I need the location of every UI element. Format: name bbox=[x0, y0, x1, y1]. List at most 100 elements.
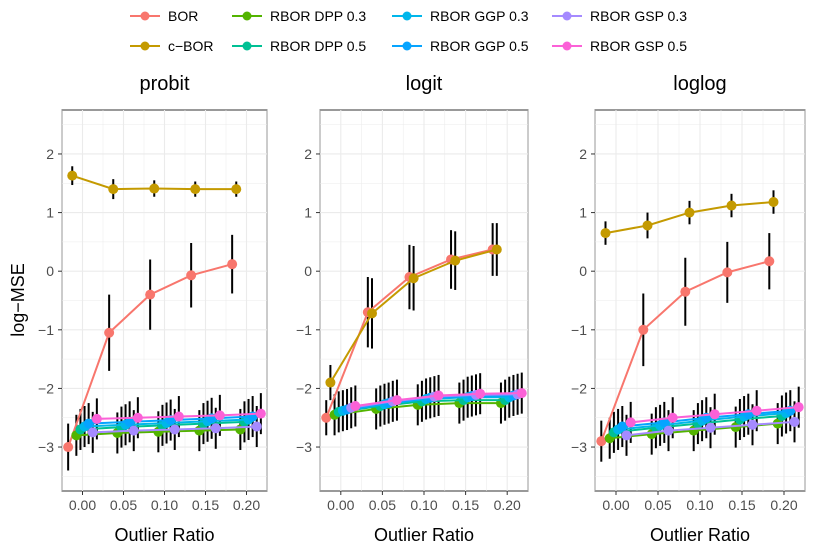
legend-item-rbor-dpp-0-5: RBOR DPP 0.5 bbox=[232, 38, 366, 54]
data-point bbox=[186, 270, 197, 281]
data-point bbox=[751, 405, 762, 416]
data-layer bbox=[596, 190, 804, 462]
y-tick-label: −3 bbox=[571, 439, 587, 455]
data-point bbox=[726, 200, 737, 211]
y-tick-label: 2 bbox=[304, 146, 312, 162]
x-tick-label: 0.20 bbox=[233, 497, 260, 513]
series-c-bor bbox=[325, 244, 502, 388]
x-tick-label: 0.00 bbox=[602, 497, 629, 513]
data-point bbox=[251, 421, 262, 432]
x-tick-label: 0.05 bbox=[110, 497, 137, 513]
y-tick-label: −1 bbox=[571, 322, 587, 338]
series-rbor-gsp-0-5 bbox=[350, 388, 527, 412]
legend-label: c−BOR bbox=[168, 38, 214, 54]
data-point bbox=[722, 267, 733, 278]
legend-key-point bbox=[140, 11, 150, 21]
data-point bbox=[367, 308, 377, 319]
legend-item-c-bor: c−BOR bbox=[130, 38, 214, 54]
legend-item-rbor-ggp-0-5: RBOR GGP 0.5 bbox=[392, 38, 529, 54]
legend-label: RBOR DPP 0.5 bbox=[270, 38, 366, 54]
data-point bbox=[132, 412, 143, 423]
data-point bbox=[705, 422, 716, 433]
data-point bbox=[104, 327, 115, 338]
data-point bbox=[642, 220, 653, 231]
data-point bbox=[63, 442, 74, 453]
data-point bbox=[621, 430, 632, 441]
series-rbor-gsp-0-3 bbox=[87, 421, 262, 438]
data-point bbox=[789, 416, 800, 427]
series-bor bbox=[596, 256, 775, 447]
data-point bbox=[793, 402, 804, 413]
data-point bbox=[625, 417, 636, 428]
data-point bbox=[91, 413, 102, 424]
data-point bbox=[149, 183, 160, 194]
panel-probit: probit −3 −2 −1 0 1 2 0.00 0.05 0.10 0.15 0.20 Outli… bbox=[38, 73, 268, 545]
panel-loglog: loglog −3 −2 −1 0 1 2 0.00 0.05 0.10 0.15 0.20 Outli… bbox=[571, 73, 806, 545]
data-point bbox=[433, 390, 444, 401]
legend-key-point bbox=[562, 11, 572, 21]
x-axis-title: Outlier Ratio bbox=[114, 525, 214, 545]
panel-title: logit bbox=[406, 73, 443, 95]
data-point bbox=[667, 412, 678, 423]
legend-item-rbor-gsp-0-3: RBOR GSP 0.3 bbox=[552, 8, 687, 24]
data-point bbox=[768, 197, 779, 208]
panel-logit: logit −3 −2 −1 0 1 2 0.00 0.05 0.10 0.15 0.20 Outlie… bbox=[296, 73, 529, 545]
data-point bbox=[83, 418, 94, 429]
x-tick-label: 0.20 bbox=[770, 497, 797, 513]
data-point bbox=[663, 425, 674, 436]
x-tick-label: 0.15 bbox=[452, 497, 479, 513]
y-tick-label: 1 bbox=[579, 205, 587, 221]
legend-item-rbor-ggp-0-3: RBOR GGP 0.3 bbox=[392, 8, 529, 24]
data-point bbox=[516, 388, 527, 399]
y-tick-label: 2 bbox=[579, 146, 587, 162]
data-point bbox=[124, 416, 135, 427]
data-point bbox=[173, 411, 184, 422]
y-tick-label: 0 bbox=[304, 263, 312, 279]
y-tick-label: −1 bbox=[296, 322, 312, 338]
x-axis-title: Outlier Ratio bbox=[650, 525, 750, 545]
grid bbox=[594, 110, 806, 491]
data-point bbox=[108, 184, 119, 195]
series-c-bor bbox=[67, 170, 242, 195]
data-point bbox=[450, 255, 461, 266]
data-point bbox=[596, 436, 607, 447]
data-point bbox=[680, 286, 691, 297]
legend-label: RBOR GGP 0.3 bbox=[430, 8, 529, 24]
data-point bbox=[227, 259, 238, 270]
grid bbox=[61, 110, 268, 491]
legend-label: RBOR GSP 0.5 bbox=[590, 38, 687, 54]
series-c-bor bbox=[600, 197, 779, 239]
y-axis-title: log−MSE bbox=[8, 263, 28, 337]
data-point bbox=[255, 408, 266, 419]
y-tick-label: −1 bbox=[38, 322, 54, 338]
y-tick-label: 0 bbox=[579, 263, 587, 279]
y-tick-label: 0 bbox=[46, 263, 54, 279]
data-point bbox=[350, 401, 361, 412]
panel-title: probit bbox=[139, 73, 189, 95]
x-tick-label: 0.00 bbox=[69, 497, 96, 513]
x-tick-label: 0.15 bbox=[728, 497, 755, 513]
data-point bbox=[709, 409, 720, 420]
data-point bbox=[747, 419, 758, 430]
data-point bbox=[325, 377, 336, 388]
legend-item-rbor-dpp-0-3: RBOR DPP 0.3 bbox=[232, 8, 366, 24]
data-point bbox=[638, 324, 649, 335]
x-axis-title: Outlier Ratio bbox=[374, 525, 474, 545]
legend-label: BOR bbox=[168, 8, 198, 24]
data-layer bbox=[321, 223, 527, 436]
data-point bbox=[231, 184, 242, 195]
series-rbor-gsp-0-5 bbox=[91, 408, 266, 424]
series-rbor-gsp-0-3 bbox=[621, 416, 800, 441]
legend: BOR RBOR DPP 0.3 RBOR GGP 0.3 RBOR GSP 0.3 c… bbox=[130, 8, 687, 54]
y-tick-label: 1 bbox=[304, 205, 312, 221]
legend-label: RBOR GSP 0.3 bbox=[590, 8, 687, 24]
y-tick-label: −3 bbox=[38, 439, 54, 455]
x-tick-label: 0.10 bbox=[410, 497, 437, 513]
legend-key-point bbox=[402, 11, 412, 21]
x-tick-label: 0.00 bbox=[327, 497, 354, 513]
x-tick-label: 0.15 bbox=[192, 497, 219, 513]
legend-key-point bbox=[402, 41, 412, 51]
data-point bbox=[145, 289, 156, 300]
legend-label: RBOR DPP 0.3 bbox=[270, 8, 366, 24]
y-tick-label: 2 bbox=[46, 146, 54, 162]
